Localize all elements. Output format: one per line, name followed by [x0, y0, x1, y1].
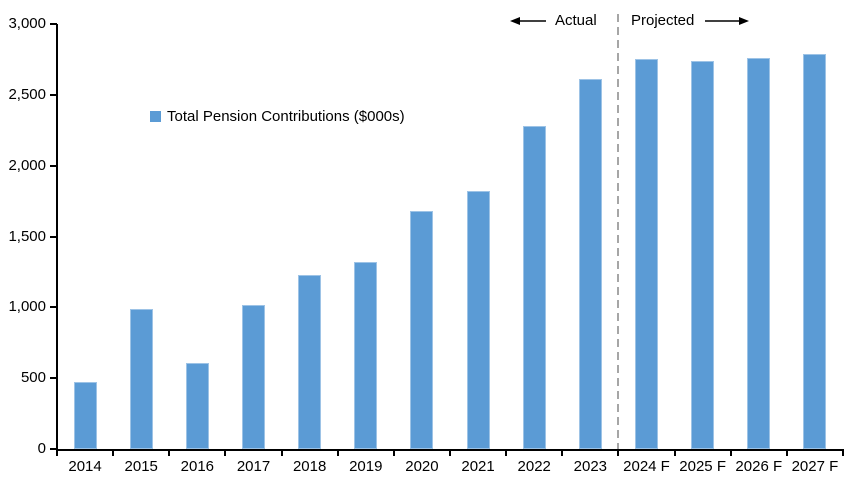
x-tick-label: 2020	[405, 458, 439, 475]
x-tick-label: 2018	[292, 458, 327, 475]
legend-label: Total Pension Contributions ($000s)	[167, 108, 405, 125]
x-tick-label: 2014	[68, 458, 102, 475]
y-tick	[50, 235, 57, 238]
y-tick	[50, 23, 57, 25]
x-tick-label: 2022	[517, 458, 551, 475]
y-tick	[50, 448, 57, 450]
bar-2026-f	[747, 58, 771, 449]
x-tick	[112, 449, 115, 456]
x-tick-label: 2017	[236, 458, 271, 475]
bar-2027-f	[803, 53, 827, 449]
x-tick	[449, 449, 451, 456]
x-tick-label: 2021	[461, 458, 495, 475]
bar-2023	[578, 79, 602, 449]
y-tick-label: 500	[20, 369, 46, 387]
actual-label: Actual	[555, 12, 597, 29]
x-tick-label: 2019	[349, 458, 383, 475]
y-tick-label: 2,000	[8, 156, 46, 174]
x-tick	[785, 449, 788, 456]
actual-left-arrow-icon	[510, 17, 546, 25]
actual-projected-divider	[617, 14, 620, 449]
y-tick	[50, 93, 57, 96]
x-tick-label: 2023	[573, 458, 608, 475]
projected-label: Projected	[631, 12, 695, 29]
x-tick	[56, 449, 58, 456]
bar-2016	[185, 362, 209, 449]
legend: Total Pension Contributions ($000s)	[150, 108, 405, 125]
x-tick	[561, 449, 564, 456]
x-tick	[336, 449, 339, 456]
bar-2015	[129, 308, 153, 449]
bar-2022	[522, 126, 546, 449]
x-tick-label: 2025 F	[679, 458, 726, 475]
x-tick	[168, 449, 171, 456]
x-tick	[224, 449, 227, 456]
y-tick-label: 1,500	[8, 227, 46, 245]
y-tick	[50, 306, 57, 309]
x-tick	[392, 449, 395, 456]
bar-2020	[410, 211, 434, 449]
y-tick	[50, 164, 57, 167]
y-tick-label: 2,500	[8, 85, 46, 103]
bar-2014	[73, 382, 97, 449]
bar-2018	[298, 274, 322, 449]
legend-marker-icon	[150, 111, 161, 122]
bar-2024-f	[635, 59, 658, 449]
x-tick	[729, 449, 732, 456]
x-tick	[505, 449, 508, 456]
x-tick	[280, 449, 283, 456]
y-tick-label: 1,000	[8, 298, 46, 316]
x-tick	[617, 449, 620, 456]
x-tick-label: 2026 F	[735, 458, 783, 475]
y-tick-label: 3,000	[8, 15, 46, 32]
x-tick-label: 2016	[180, 458, 215, 475]
bar-2021	[466, 191, 490, 449]
bar-2017	[242, 304, 265, 449]
bar-2025-f	[691, 60, 715, 449]
projected-right-arrow-icon	[705, 17, 749, 25]
y-tick-label: 0	[37, 440, 46, 457]
x-tick-label: 2015	[124, 458, 158, 475]
x-tick	[842, 449, 844, 456]
x-tick-label: 2027 F	[791, 458, 839, 475]
x-tick	[673, 449, 676, 456]
y-tick	[50, 377, 57, 380]
bar-2019	[354, 262, 378, 449]
y-axis-line	[56, 24, 58, 449]
x-tick-label: 2024 F	[623, 458, 670, 475]
